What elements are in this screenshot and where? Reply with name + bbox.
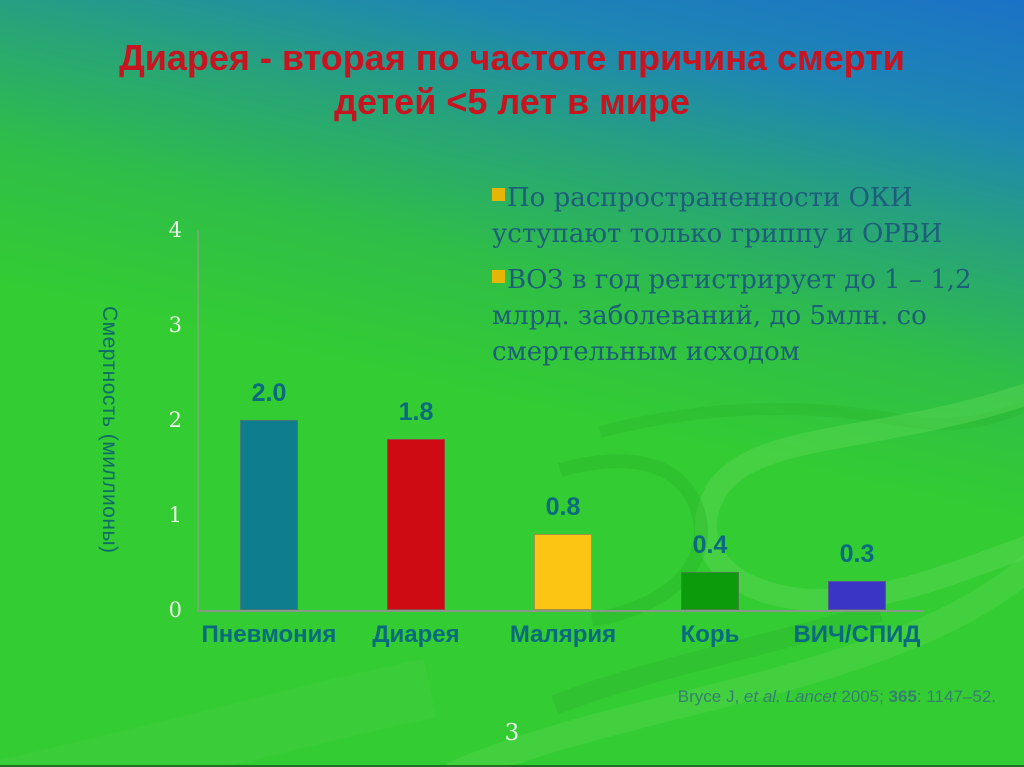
bar-value-label: 2.0	[251, 379, 287, 407]
chart-bar	[681, 572, 739, 610]
y-tick-label: 2	[168, 408, 182, 432]
chart-bar	[387, 439, 445, 610]
citation-journal: et al. Lancet	[743, 687, 842, 706]
citation-authors: Bryce J,	[677, 687, 744, 706]
bar-value-label: 0.8	[545, 493, 581, 521]
bullet-list: По распространенности ОКИ уступают тольк…	[492, 180, 1022, 380]
x-axis-label: Диарея	[372, 621, 460, 648]
x-axis-label: Малярия	[509, 621, 617, 648]
citation-volume: 365	[888, 687, 917, 706]
swirl-curve	[598, 400, 1024, 438]
slide-title-line2: детей <5 лет в мире	[334, 80, 690, 122]
y-tick-label: 3	[168, 313, 182, 337]
x-axis-label: ВИЧ/СПИД	[793, 621, 921, 648]
bar-value-label: 0.4	[692, 531, 728, 559]
x-axis-label: Корь	[680, 621, 740, 648]
y-tick-label: 0	[168, 598, 182, 622]
citation: Bryce J, et al. Lancet 2005; 365: 1147–5…	[678, 687, 996, 707]
chart-bar	[534, 534, 592, 610]
x-axis-line	[197, 610, 924, 612]
bullet-square-icon	[492, 270, 505, 283]
bar-value-label: 1.8	[398, 398, 434, 426]
bottom-edge	[0, 765, 1024, 767]
bullet-item: ВОЗ в год регистрирует до 1 – 1,2 млрд. …	[492, 262, 1022, 370]
bullet-square-icon	[492, 188, 505, 201]
citation-year: 2005;	[841, 687, 889, 706]
y-axis-title: Смертность (миллионы)	[98, 306, 121, 554]
page-number: 3	[504, 720, 520, 746]
chart-bar	[240, 420, 298, 610]
slide-title: Диарея - вторая по частоте причина смерт…	[30, 36, 994, 124]
y-tick-label: 4	[168, 218, 182, 242]
bullet-text: По распространенности ОКИ уступают тольк…	[492, 183, 943, 249]
citation-pages: : 1147–52.	[916, 687, 996, 706]
x-axis-label: Пневмония	[201, 621, 337, 648]
slide-title-line1: Диарея - вторая по частоте причина смерт…	[119, 37, 905, 78]
bar-value-label: 0.3	[839, 540, 875, 568]
y-tick-label: 1	[168, 503, 182, 527]
y-axis-line	[197, 230, 199, 611]
bullet-item: По распространенности ОКИ уступают тольк…	[492, 180, 1022, 252]
chart-bar	[828, 581, 886, 610]
bullet-text: ВОЗ в год регистрирует до 1 – 1,2 млрд. …	[492, 265, 972, 367]
